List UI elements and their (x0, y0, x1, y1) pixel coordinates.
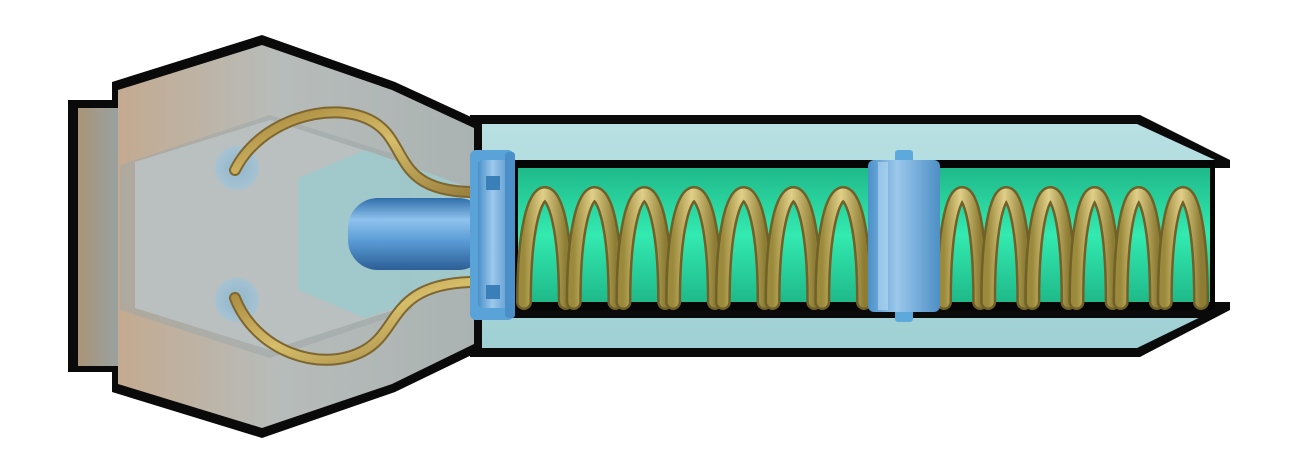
wire-bottom-highlight (231, 278, 474, 364)
front-collar-notch-bottom (486, 285, 500, 299)
front-collar-ring (505, 152, 515, 318)
front-collar (470, 150, 515, 320)
spring-coil (617, 188, 671, 308)
probe-head (68, 35, 488, 438)
spring-coil (938, 188, 986, 308)
spring-coil (568, 188, 621, 308)
spring (516, 186, 1209, 310)
piston-rod (348, 198, 488, 270)
middle-collar (868, 150, 940, 322)
wire-top-highlight (231, 108, 474, 196)
front-collar-notch-top (486, 176, 500, 190)
spring-coil (1159, 188, 1207, 308)
spring-coil (717, 188, 771, 308)
spring-coil (767, 188, 820, 308)
spring-coil (1026, 188, 1074, 308)
spring-coil (816, 188, 870, 308)
spring-coil (982, 188, 1030, 308)
spring-coil (1115, 188, 1163, 308)
spring-coil (518, 188, 572, 308)
spring-coil (667, 188, 721, 308)
spring-coil (1071, 188, 1119, 308)
barrel-lip (478, 310, 1215, 318)
head-back-plate (78, 108, 118, 366)
collar-highlight (878, 162, 888, 310)
